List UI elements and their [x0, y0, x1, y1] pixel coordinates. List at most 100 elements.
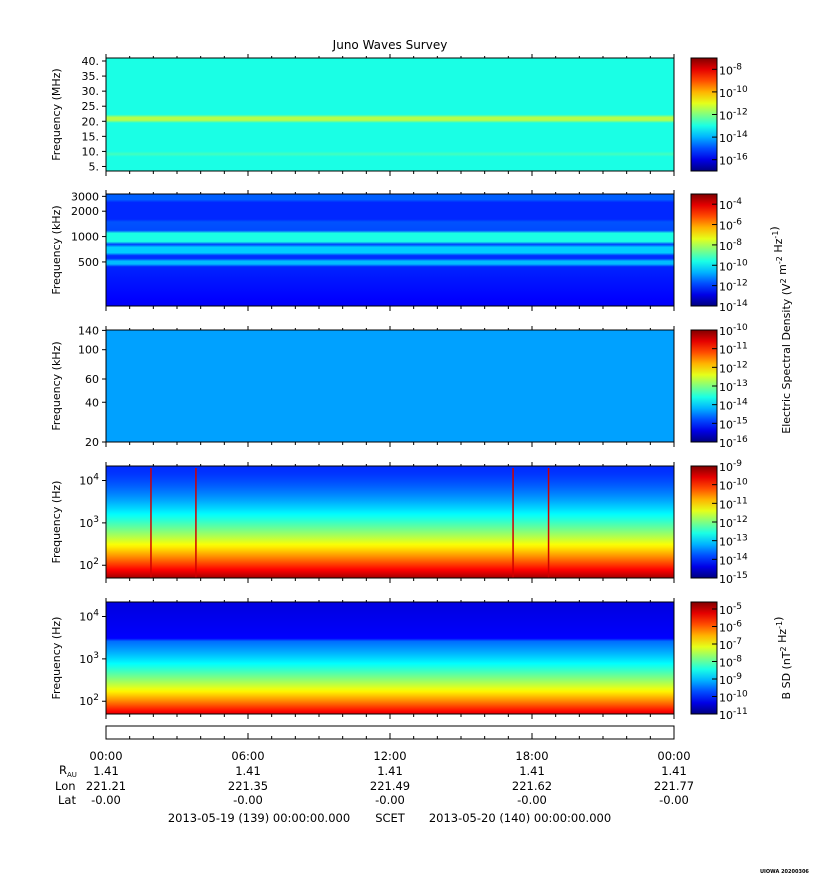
- start-time: 2013-05-19 (139) 00:00:00.000: [168, 811, 350, 825]
- ytick-label: 10.: [82, 145, 100, 158]
- ytick-label: 102: [79, 693, 99, 708]
- rau-value: 1.41: [519, 764, 545, 778]
- ytick-label: 25.: [82, 100, 100, 113]
- colorbar-tick-label: 10-6: [719, 218, 742, 233]
- spectrogram-1: [106, 58, 674, 171]
- ytick-label: 102: [79, 557, 99, 572]
- time-label: 00:00: [657, 749, 690, 763]
- ytick-label: 103: [79, 651, 99, 666]
- lon-value: 221.77: [654, 779, 694, 793]
- colorbar-tick-label: 10-11: [719, 707, 748, 722]
- ytick-label: 40: [85, 396, 99, 409]
- ytick-label: 2000: [71, 205, 99, 218]
- time-label: 12:00: [373, 749, 406, 763]
- ytick-label: 15.: [82, 130, 100, 143]
- ytick-label: 35.: [82, 70, 100, 83]
- lon-label: Lon: [55, 779, 76, 793]
- ephemeris-row-labels: RAU Lon Lat: [55, 763, 77, 807]
- colorbars: 10-8 10-10 10-12 10-14 10-16 10-4 10-6 10-8 10-1…: [690, 57, 793, 722]
- ephemeris-table: RAU Lon Lat 00:001.41221.21-0.0006:001.4…: [55, 749, 694, 825]
- spectrogram-panels: 40. 35. 30. 25. 20. 15. 10. 5. Frequency (MHz) 30…: [50, 54, 675, 719]
- colorbar-tick-label: 10-5: [719, 602, 742, 617]
- colorbar-scale: [690, 601, 718, 715]
- colorbar-2: 10-4 10-6 10-8 10-10 10-12 10-14 Electric Spec…: [690, 193, 793, 434]
- spectrogram-3: [106, 330, 674, 442]
- ytick-label: 60: [85, 373, 99, 386]
- ylabel-4: Frequency (Hz): [50, 481, 63, 564]
- lat-label: Lat: [58, 793, 76, 807]
- rau-value: 1.41: [661, 764, 687, 778]
- panel-3: 140 100 60 40 20 Frequency (kHz): [50, 324, 675, 449]
- colorbar-4: 10-9 10-10 10-11 10-12 10-13 10-14 10-15: [690, 459, 748, 586]
- colorbar-tick-label: 10-14: [719, 398, 748, 413]
- spectrogram-2: [106, 194, 674, 306]
- rau-label: RAU: [59, 763, 77, 779]
- colorbar-tick-label: 10-14: [719, 552, 748, 567]
- ylabel-5: Frequency (Hz): [50, 617, 63, 700]
- panel-5: 104 103 102 Frequency (Hz): [50, 598, 675, 719]
- ytick-label: 100: [78, 344, 99, 357]
- ylabel-2: Frequency (kHz): [50, 205, 63, 294]
- colorbar-tick-label: 10-8: [719, 655, 742, 670]
- colorbar-tick-label: 10-13: [719, 379, 748, 394]
- colorbar-tick-label: 10-8: [719, 238, 742, 253]
- time-axis: [105, 725, 675, 740]
- colorbar-label-2: Electric Spectral Density (V2 m-2 Hz-1): [768, 226, 793, 433]
- spectrogram-5: [106, 602, 674, 714]
- time-label: 18:00: [515, 749, 548, 763]
- end-time: 2013-05-20 (140) 00:00:00.000: [429, 811, 611, 825]
- lat-value: -0.00: [375, 793, 405, 807]
- colorbar-tick-label: 10-14: [719, 299, 748, 314]
- colorbar-scale: [690, 193, 718, 307]
- colorbar-3: 10-10 10-11 10-12 10-13 10-14 10-15 10-16: [690, 323, 748, 450]
- version-stamp: UIOWA 20200306: [760, 869, 809, 875]
- colorbar-tick-label: 10-9: [719, 672, 742, 687]
- lon-value: 221.49: [370, 779, 410, 793]
- colorbar-tick-label: 10-12: [719, 360, 748, 375]
- rau-value: 1.41: [93, 764, 119, 778]
- ylabel-1: Frequency (MHz): [50, 68, 63, 160]
- colorbar-tick-label: 10-10: [719, 323, 748, 338]
- colorbar-tick-label: 10-15: [719, 571, 748, 586]
- ytick-label: 104: [79, 609, 99, 624]
- colorbar-tick-label: 10-12: [719, 515, 748, 530]
- spectrogram-4: [106, 466, 674, 578]
- lon-value: 221.35: [228, 779, 268, 793]
- colorbar-1: 10-8 10-10 10-12 10-14 10-16: [690, 57, 748, 172]
- colorbar-tick-label: 10-10: [719, 690, 748, 705]
- panel-2: 3000 2000 1000 500 Frequency (kHz): [50, 190, 675, 311]
- ytick-label: 5.: [89, 160, 100, 173]
- colorbar-tick-label: 10-12: [719, 108, 748, 123]
- lon-value: 221.62: [512, 779, 552, 793]
- figure-title: Juno Waves Survey: [332, 38, 448, 52]
- ytick-label: 140: [78, 324, 99, 337]
- time-label: 00:00: [89, 749, 122, 763]
- colorbar-tick-label: 10-11: [719, 496, 748, 511]
- lat-value: -0.00: [659, 793, 689, 807]
- ytick-label: 500: [78, 256, 99, 269]
- rau-value: 1.41: [377, 764, 403, 778]
- ylabel-3: Frequency (kHz): [50, 341, 63, 430]
- colorbar-tick-label: 10-8: [719, 62, 742, 77]
- colorbar-tick-label: 10-13: [719, 534, 748, 549]
- colorbar-label-5: B SD (nT2 Hz-1): [772, 617, 793, 700]
- ytick-label: 40.: [82, 55, 100, 68]
- colorbar-tick-label: 10-14: [719, 130, 748, 145]
- lon-value: 221.21: [86, 779, 126, 793]
- colorbar-tick-label: 10-16: [719, 153, 748, 168]
- lat-value: -0.00: [91, 793, 121, 807]
- lat-value: -0.00: [233, 793, 263, 807]
- colorbar-tick-label: 10-10: [719, 478, 748, 493]
- ytick-label: 30.: [82, 85, 100, 98]
- colorbar-tick-label: 10-15: [719, 416, 748, 431]
- ytick-label: 3000: [71, 190, 99, 203]
- ytick-label: 103: [79, 515, 99, 530]
- colorbar-tick-label: 10-6: [719, 620, 742, 635]
- colorbar-tick-label: 10-9: [719, 459, 742, 474]
- colorbar-tick-label: 10-10: [719, 258, 748, 273]
- panel-1: 40. 35. 30. 25. 20. 15. 10. 5. Frequency (MHz): [50, 54, 675, 176]
- ytick-label: 104: [79, 473, 99, 488]
- ytick-label: 20.: [82, 115, 100, 128]
- time-frame: SCET: [375, 811, 406, 825]
